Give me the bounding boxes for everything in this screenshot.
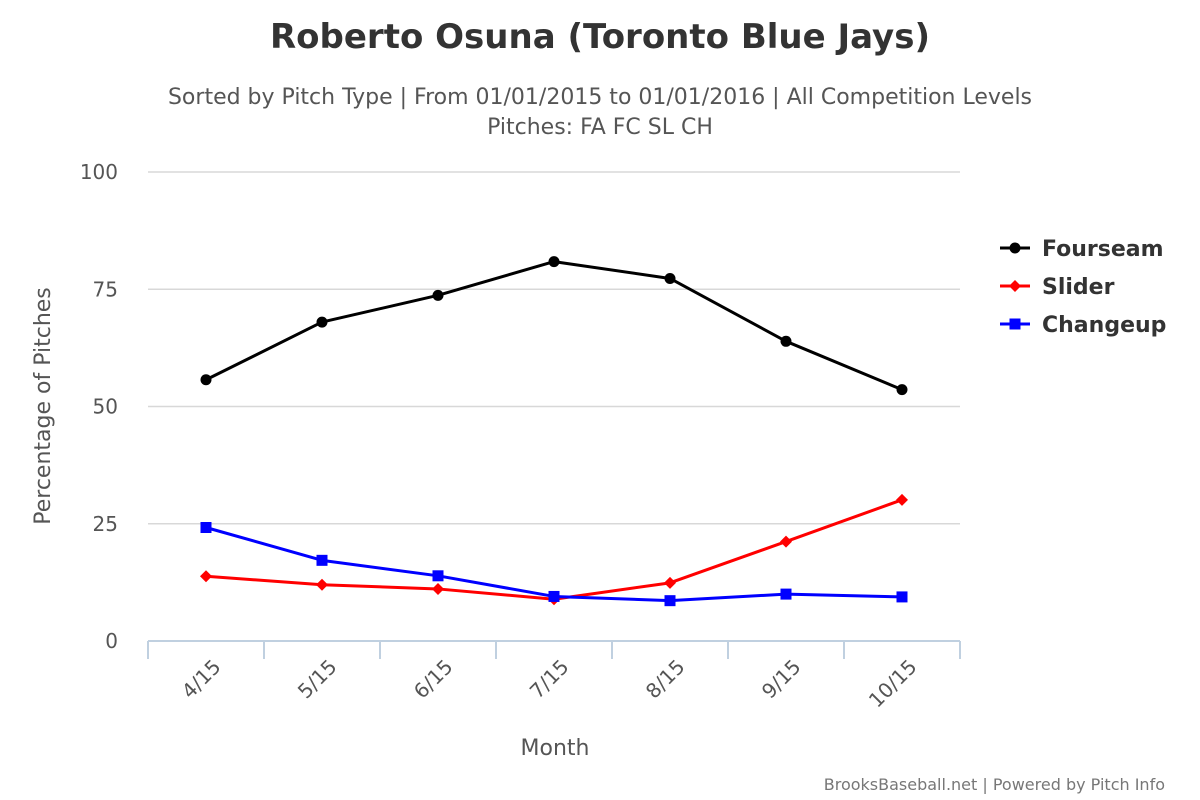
- x-tick-label: 6/15: [409, 655, 458, 704]
- data-point-fourseam[interactable]: [664, 272, 676, 284]
- y-tick-label: 75: [93, 277, 118, 301]
- legend-marker-changeup[interactable]: [1009, 318, 1021, 330]
- legend-label-slider: Slider: [1042, 275, 1115, 300]
- data-point-changeup[interactable]: [780, 588, 792, 600]
- x-tick-label: 10/15: [864, 655, 922, 713]
- data-point-changeup[interactable]: [316, 554, 328, 566]
- data-point-slider[interactable]: [780, 535, 792, 548]
- series-slider: [200, 493, 908, 606]
- series-line-fourseam: [205, 260, 903, 392]
- y-axis-ticks: 0 25 50 75 100: [80, 160, 118, 653]
- y-axis-title: Percentage of Pitches: [31, 287, 56, 525]
- legend-item-fourseam[interactable]: Fourseam: [1000, 237, 1164, 262]
- legend[interactable]: Fourseam Slider Changeup: [1000, 237, 1166, 338]
- data-point-fourseam[interactable]: [780, 335, 792, 347]
- data-point-changeup[interactable]: [432, 570, 444, 582]
- chart-subtitle-line1: Sorted by Pitch Type | From 01/01/2015 t…: [168, 85, 1032, 110]
- y-tick-label: 25: [93, 512, 118, 536]
- data-point-slider[interactable]: [200, 570, 212, 583]
- data-point-changeup[interactable]: [548, 590, 560, 602]
- data-point-fourseam[interactable]: [316, 316, 328, 328]
- data-point-changeup[interactable]: [200, 522, 212, 534]
- legend-marker-slider[interactable]: [1009, 280, 1021, 292]
- x-tick-label: 9/15: [757, 655, 806, 704]
- data-point-slider[interactable]: [664, 576, 676, 589]
- data-point-changeup[interactable]: [896, 591, 908, 603]
- data-point-fourseam[interactable]: [548, 256, 560, 268]
- x-tick-label: 7/15: [525, 655, 574, 704]
- legend-marker-fourseam[interactable]: [1009, 242, 1021, 254]
- chart-title: Roberto Osuna (Toronto Blue Jays): [270, 17, 930, 57]
- y-tick-label: 0: [105, 629, 118, 653]
- legend-label-changeup: Changeup: [1042, 313, 1166, 338]
- legend-item-slider[interactable]: Slider: [1000, 275, 1115, 300]
- data-point-slider[interactable]: [316, 578, 328, 591]
- x-axis: 4/15 5/15 6/15 7/15 8/15 9/15 10/15: [147, 640, 961, 713]
- chart-subtitle-line2: Pitches: FA FC SL CH: [487, 115, 713, 140]
- legend-label-fourseam: Fourseam: [1042, 237, 1164, 262]
- chart-credit[interactable]: BrooksBaseball.net | Powered by Pitch In…: [824, 775, 1165, 794]
- x-tick-label: 8/15: [641, 655, 690, 704]
- x-axis-title: Month: [521, 736, 590, 761]
- series-changeup: [200, 522, 908, 607]
- data-point-changeup[interactable]: [664, 595, 676, 607]
- series-group: [200, 256, 908, 607]
- data-point-fourseam[interactable]: [896, 384, 908, 396]
- y-tick-label: 100: [80, 160, 118, 184]
- series-fourseam: [200, 256, 908, 396]
- x-tick-label: 5/15: [293, 655, 342, 704]
- series-line-slider: [205, 498, 903, 601]
- data-point-slider[interactable]: [896, 493, 908, 506]
- gridlines: [148, 171, 960, 525]
- data-point-fourseam[interactable]: [432, 289, 444, 301]
- legend-item-changeup[interactable]: Changeup: [1000, 313, 1166, 338]
- y-tick-label: 50: [93, 395, 118, 419]
- data-point-slider[interactable]: [432, 582, 444, 595]
- data-point-fourseam[interactable]: [200, 374, 212, 386]
- x-tick-label: 4/15: [177, 655, 226, 704]
